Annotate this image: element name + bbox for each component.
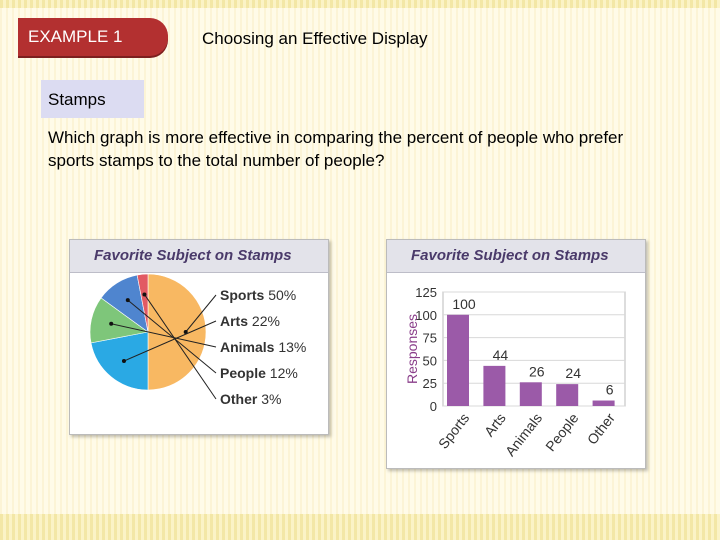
bar-category-other: Other (584, 410, 618, 448)
pie-leader-sports (185, 294, 217, 333)
pie-leader-animals (111, 323, 217, 348)
top-stripe (0, 0, 720, 8)
bottom-stripe (0, 514, 720, 540)
bar-chart-title: Favorite Subject on Stamps (411, 247, 609, 264)
bar-value-other: 6 (606, 382, 614, 398)
bar-ylabel: Responses (404, 314, 420, 384)
pie-leader-dot-animals (109, 321, 114, 326)
bar-ytick-50: 50 (423, 353, 437, 368)
topic-label: Stamps (48, 90, 106, 109)
bar-value-sports: 100 (452, 296, 476, 312)
bar-ytick-125: 125 (415, 285, 437, 300)
pie-label-other: Other 3% (220, 391, 281, 407)
topic-box: Stamps (41, 80, 144, 118)
bar-people (556, 384, 579, 406)
pie-leader-dot-other (142, 292, 147, 297)
pie-leader-dot-arts (121, 359, 126, 364)
pie-label-arts: Arts 22% (220, 313, 280, 329)
pie-slice-arts (90, 331, 149, 391)
bar-category-people: People (542, 410, 582, 454)
bar-ytick-25: 25 (423, 376, 437, 391)
example-label: EXAMPLE 1 (28, 27, 123, 46)
pie-slice-other (136, 274, 149, 333)
pie-value-arts: 22% (252, 313, 280, 329)
question-text: Which graph is more effective in compari… (48, 128, 624, 170)
bar-ytick-75: 75 (423, 331, 437, 346)
bar-chart: 0255075100125Responses100Sports44Arts26A… (404, 285, 626, 459)
pie-label-sports: Sports 50% (220, 287, 296, 303)
bar-category-animals: Animals (502, 410, 545, 459)
bar-value-arts: 44 (493, 347, 509, 363)
pie-leader-arts (123, 320, 217, 362)
pie-chart-header: Favorite Subject on Stamps (70, 240, 328, 273)
page-title: Choosing an Effective Display (202, 29, 428, 48)
bar-ytick-0: 0 (430, 399, 437, 414)
bar-category-sports: Sports (435, 410, 473, 452)
pie-value-people: 12% (270, 365, 298, 381)
pie-value-sports: 50% (268, 287, 296, 303)
pie-leader-people (127, 299, 217, 374)
bar-chart-header: Favorite Subject on Stamps (387, 240, 645, 273)
bar-sports (447, 314, 469, 406)
example-tab: EXAMPLE 1 (18, 18, 168, 56)
bar-chart-card: Favorite Subject on Stamps 0 25 50 75 100 125… (386, 239, 646, 469)
pie-label-people: People 12% (220, 365, 298, 381)
pie-value-animals: 13% (278, 339, 306, 355)
bar-value-people: 24 (565, 365, 581, 381)
pie-leader-other (144, 294, 217, 400)
pie-chart-card: Favorite Subject on Stamps Sports 50% Art… (69, 239, 329, 435)
bar-animals (519, 382, 542, 406)
bar-value-animals: 26 (529, 363, 545, 379)
pie-chart: Sports 50% Arts 22% Animals 13% People 12% O… (89, 274, 306, 407)
pie-chart-title: Favorite Subject on Stamps (94, 247, 292, 264)
bar-category-arts: Arts (481, 410, 509, 439)
bar-ytick-100: 100 (415, 308, 437, 323)
pie-slice-sports (147, 274, 207, 391)
pie-leader-dot-people (125, 298, 130, 303)
bar-other (592, 400, 615, 406)
pie-leader-dot-sports (183, 330, 188, 334)
pie-value-other: 3% (261, 391, 281, 407)
pie-label-animals: Animals 13% (220, 339, 306, 355)
bar-arts (483, 365, 506, 406)
